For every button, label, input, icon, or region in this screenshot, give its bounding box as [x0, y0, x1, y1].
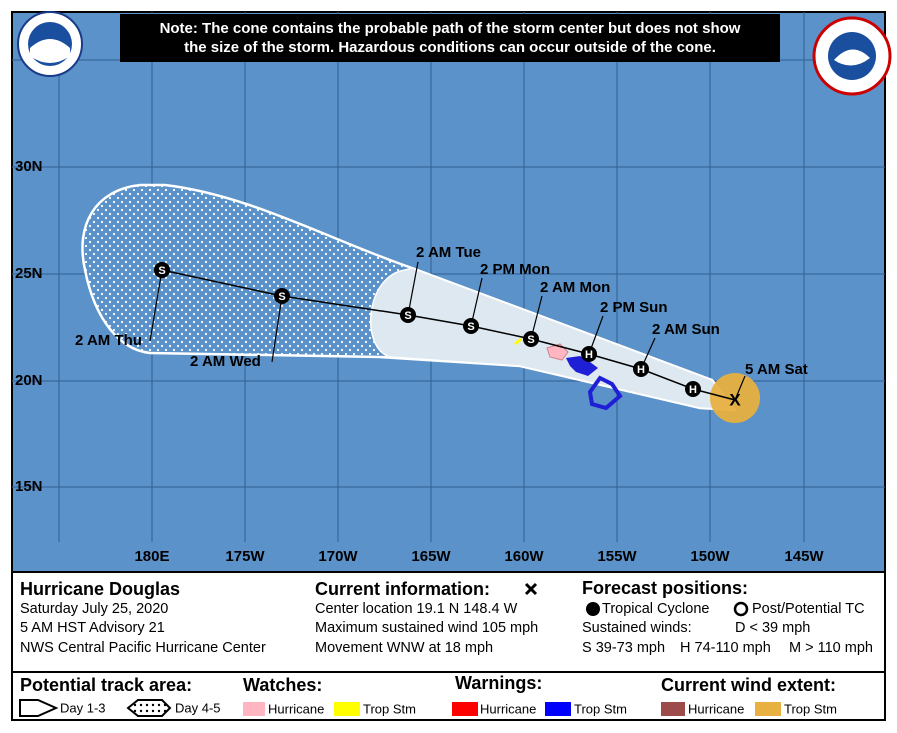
- marker-letter: S: [158, 265, 165, 277]
- trop-watch: [514, 337, 522, 346]
- lon-label: 145W: [784, 548, 824, 565]
- wind-s: S 39-73 mph: [582, 640, 665, 656]
- lon-label: 160W: [504, 548, 544, 565]
- wind-trop: Trop Stm: [784, 701, 837, 716]
- wind-h: H 74-110 mph: [680, 640, 771, 656]
- lon-label: 165W: [411, 548, 451, 565]
- warn-trop-swatch: [545, 702, 571, 716]
- note-box: [120, 14, 780, 62]
- lon-label: 180E: [134, 548, 169, 565]
- marker-letter: S: [527, 334, 534, 346]
- lon-label: 170W: [318, 548, 358, 565]
- lon-label: 150W: [690, 548, 730, 565]
- advisory: 5 AM HST Advisory 21: [20, 620, 165, 636]
- leaders: [149, 261, 746, 401]
- current-x-icon: [524, 582, 538, 596]
- warn-hurricane: Hurricane: [480, 701, 536, 716]
- wind-d: D < 39 mph: [735, 620, 810, 636]
- note-line: the size of the storm. Hazardous conditi…: [184, 39, 716, 56]
- day13-swatch: [19, 699, 59, 717]
- storm-date: Saturday July 25, 2020: [20, 601, 168, 617]
- watch-trop: Trop Stm: [363, 701, 416, 716]
- lat-label: 30N: [15, 158, 43, 175]
- forecast-tc: Tropical Cyclone: [602, 601, 709, 617]
- markers: [154, 262, 701, 397]
- track-label: 2 AM Mon: [540, 279, 610, 296]
- lon-label: 175W: [225, 548, 265, 565]
- marker-letter: S: [278, 291, 285, 303]
- wind-trop-swatch: [755, 702, 781, 716]
- watch-hurricane: Hurricane: [268, 701, 324, 716]
- track-label: 2 PM Sun: [600, 299, 668, 316]
- maui-warning: [566, 356, 598, 376]
- lat-label: 15N: [15, 478, 43, 495]
- current-line: Movement WNW at 18 mph: [315, 640, 493, 656]
- track-label: 2 AM Sun: [652, 321, 720, 338]
- lon-label: 155W: [597, 548, 637, 565]
- wind-title: Current wind extent:: [661, 675, 836, 695]
- big-island-warning: [587, 375, 623, 411]
- track-label: 2 PM Mon: [480, 261, 550, 278]
- watch-hurricane-swatch: [243, 702, 265, 716]
- lat-label: 20N: [15, 372, 43, 389]
- forecast-ptc: Post/Potential TC: [752, 601, 865, 617]
- warn-trop: Trop Stm: [574, 701, 627, 716]
- warnings-title: Warnings:: [455, 673, 542, 693]
- winds-title: Sustained winds:: [582, 620, 692, 636]
- wind-hurricane-swatch: [661, 702, 685, 716]
- marker-letter: S: [467, 321, 474, 333]
- warn-hurricane-swatch: [452, 702, 478, 716]
- current-line: Center location 19.1 N 148.4 W: [315, 601, 518, 617]
- track-label: 2 AM Tue: [416, 244, 481, 261]
- current-marker: X: [729, 390, 741, 409]
- map: 30N 25N 20N 15N 180E 175W 170W 165W 160W…: [11, 11, 892, 573]
- forecast-title: Forecast positions:: [582, 578, 748, 598]
- day45-swatch: [126, 699, 172, 717]
- info-panel: Hurricane Douglas Saturday July 25, 2020…: [11, 571, 886, 721]
- marker-letter: H: [689, 384, 697, 396]
- marker-letter: H: [585, 349, 593, 361]
- storm-name: Hurricane Douglas: [20, 579, 180, 599]
- day45-label: Day 4-5: [175, 700, 221, 715]
- lat-label: 25N: [15, 265, 43, 282]
- day13-label: Day 1-3: [60, 700, 106, 715]
- current-line: Maximum sustained wind 105 mph: [315, 620, 538, 636]
- wind-extent: [710, 373, 760, 423]
- oahu-watch: [546, 343, 569, 361]
- tc-icon: [586, 602, 600, 616]
- current-title: Current information:: [315, 579, 490, 599]
- track-label: 5 AM Sat: [745, 361, 808, 378]
- watches-title: Watches:: [243, 675, 322, 695]
- wind-m: M > 110 mph: [789, 640, 873, 656]
- wind-hurricane: Hurricane: [688, 701, 744, 716]
- marker-letter: H: [637, 364, 645, 376]
- ptc-icon: [733, 601, 749, 617]
- track-label: 2 AM Wed: [190, 353, 261, 370]
- center-name: NWS Central Pacific Hurricane Center: [20, 640, 266, 656]
- nws-logo: [812, 16, 892, 96]
- track-label: 2 AM Thu: [75, 332, 142, 349]
- watch-trop-swatch: [334, 702, 360, 716]
- track-area-title: Potential track area:: [20, 675, 192, 695]
- noaa-logo: [17, 11, 83, 77]
- note-line: Note: The cone contains the probable pat…: [160, 20, 741, 37]
- marker-letter: S: [404, 310, 411, 322]
